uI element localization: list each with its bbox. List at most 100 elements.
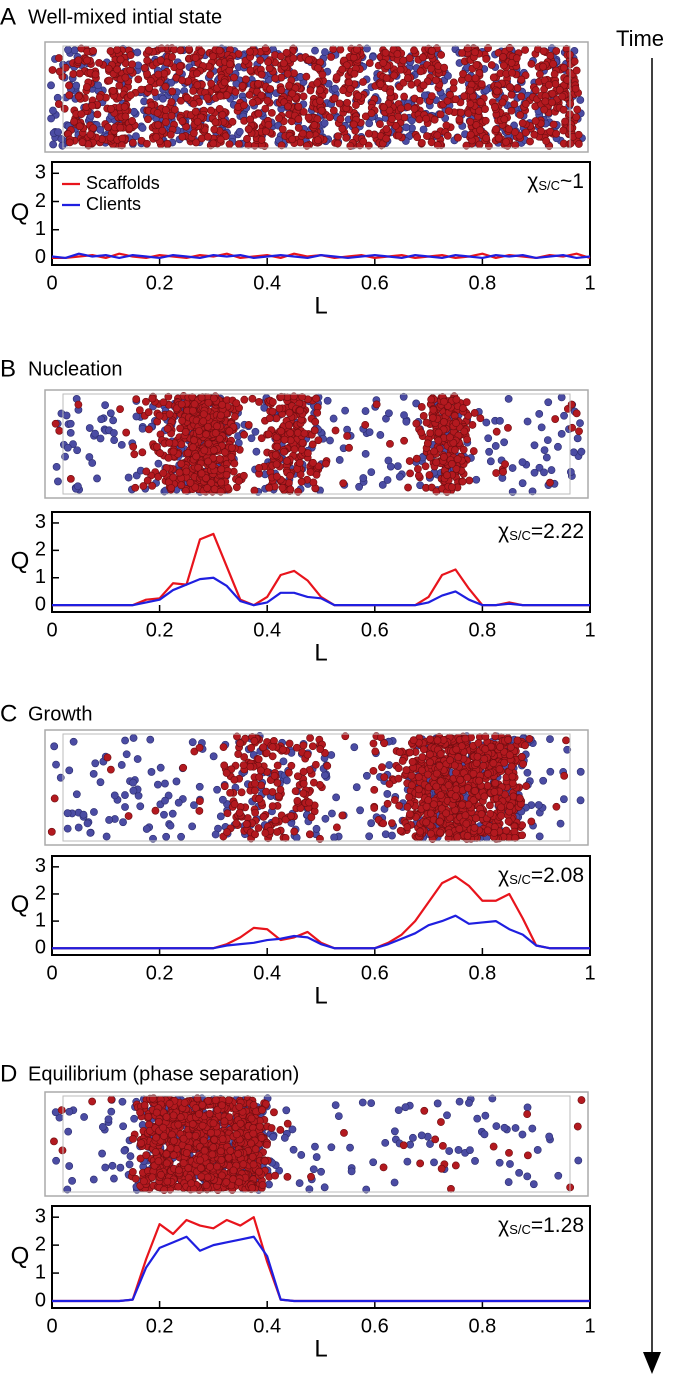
particle xyxy=(447,460,456,468)
particle xyxy=(350,743,359,752)
particle xyxy=(144,46,153,55)
particle xyxy=(433,1099,442,1108)
particle xyxy=(430,115,439,124)
annotation-text: ~1 xyxy=(560,170,584,193)
particle xyxy=(104,123,112,132)
particle xyxy=(230,73,238,82)
y-tick-label: 2 xyxy=(35,539,46,561)
particle xyxy=(267,108,276,117)
particle xyxy=(443,471,451,480)
particle xyxy=(361,420,370,429)
particle xyxy=(390,796,399,804)
particle xyxy=(264,120,273,129)
particle xyxy=(449,84,458,93)
particle xyxy=(521,99,530,108)
particle xyxy=(230,775,239,784)
particle xyxy=(381,48,390,57)
particle xyxy=(457,108,465,117)
particle xyxy=(367,1099,376,1108)
particle xyxy=(560,411,568,420)
particle xyxy=(121,803,129,811)
particle xyxy=(288,135,297,144)
particle xyxy=(197,393,206,402)
particle xyxy=(209,446,218,455)
particle xyxy=(304,113,313,122)
particle xyxy=(321,814,330,823)
particle xyxy=(445,1147,454,1155)
particle xyxy=(257,135,266,144)
particle xyxy=(47,827,56,836)
particle xyxy=(521,46,530,54)
particle xyxy=(534,801,543,809)
particle xyxy=(177,459,186,468)
particle xyxy=(435,817,444,826)
particle xyxy=(240,430,249,439)
particle xyxy=(218,110,227,119)
particle xyxy=(537,423,546,432)
particle xyxy=(463,435,471,444)
particle xyxy=(161,118,170,127)
particle xyxy=(403,74,412,83)
particle xyxy=(542,453,551,462)
particle xyxy=(558,92,567,101)
particle xyxy=(561,117,569,126)
particle xyxy=(518,119,527,128)
particle xyxy=(382,74,391,82)
x-axis-label: L xyxy=(314,292,327,319)
particle xyxy=(276,785,285,794)
particle xyxy=(110,791,119,800)
y-axis-label: Q xyxy=(11,891,30,918)
particle xyxy=(349,120,358,129)
y-tick-label: 1 xyxy=(35,566,46,588)
particle xyxy=(85,424,94,432)
particle xyxy=(326,436,334,445)
particle xyxy=(222,769,231,777)
particle xyxy=(483,781,492,790)
particle xyxy=(240,101,248,110)
particle xyxy=(448,483,456,492)
particle xyxy=(351,126,360,135)
particle xyxy=(518,479,527,488)
particle xyxy=(231,87,240,96)
particle xyxy=(504,1178,513,1186)
particle xyxy=(429,405,438,414)
particle xyxy=(117,761,126,769)
particle xyxy=(65,81,73,90)
particle xyxy=(177,440,186,449)
particle xyxy=(454,133,462,142)
particle xyxy=(454,753,463,762)
particle xyxy=(242,820,251,828)
particle xyxy=(345,443,353,452)
particle xyxy=(506,743,515,752)
y-tick-label: 2 xyxy=(35,882,46,904)
particle xyxy=(245,91,254,99)
particle xyxy=(48,66,57,74)
particle xyxy=(129,734,138,742)
particle xyxy=(458,477,467,486)
particle xyxy=(402,417,411,426)
particle xyxy=(282,776,291,785)
particle xyxy=(490,828,499,837)
particle xyxy=(244,125,253,134)
particle xyxy=(506,802,514,810)
particle xyxy=(63,443,72,452)
x-tick-label: 0.2 xyxy=(146,272,174,294)
particle xyxy=(427,395,436,404)
particle xyxy=(254,755,263,764)
particle xyxy=(492,469,501,477)
x-tick-label: 0.6 xyxy=(361,619,389,641)
particle xyxy=(251,786,259,795)
particle xyxy=(407,781,416,790)
particle xyxy=(121,736,129,745)
y-tick-label: 3 xyxy=(35,511,46,533)
particle xyxy=(513,736,522,745)
particle xyxy=(404,483,412,492)
particle xyxy=(477,80,486,89)
particle xyxy=(379,103,388,112)
particle xyxy=(125,124,134,133)
particle xyxy=(57,135,66,143)
particle xyxy=(288,89,297,98)
particle xyxy=(190,436,198,445)
particle xyxy=(241,75,250,84)
particle xyxy=(209,752,218,761)
